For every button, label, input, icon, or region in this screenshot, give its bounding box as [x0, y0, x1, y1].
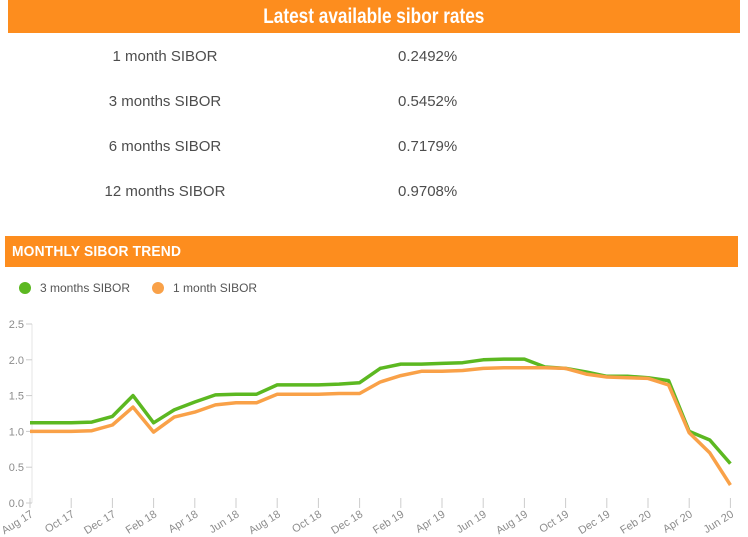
svg-text:Dec 18: Dec 18 — [329, 508, 365, 537]
legend-label: 3 months SIBOR — [40, 281, 131, 295]
svg-text:Oct 18: Oct 18 — [290, 508, 324, 535]
legend-item-3-months-sibor[interactable]: 3 months SIBOR — [19, 281, 130, 295]
rate-label-3m: 3 months SIBOR — [108, 93, 222, 110]
svg-text:0.0: 0.0 — [9, 498, 24, 510]
table-row: 12 months SIBOR 0.9708% — [0, 169, 748, 214]
rates-title: Latest available sibor rates — [263, 4, 485, 28]
rate-label-6m: 6 months SIBOR — [108, 138, 222, 155]
rate-value-12m: 0.9708% — [398, 183, 458, 200]
svg-text:Oct 17: Oct 17 — [43, 508, 77, 535]
svg-text:Apr 19: Apr 19 — [414, 508, 448, 535]
trend-header-bar: MONTHLY SIBOR TREND — [5, 236, 738, 267]
rate-label-1m: 1 month SIBOR — [112, 48, 218, 65]
legend-label: 1 month SIBOR — [173, 281, 258, 295]
table-row: 1 month SIBOR 0.2492% — [0, 34, 748, 79]
svg-text:Dec 17: Dec 17 — [82, 508, 118, 537]
chart-legend: 3 months SIBOR 1 month SIBOR — [19, 281, 257, 295]
rates-header-bar: Latest available sibor rates — [8, 0, 740, 33]
svg-text:Feb 18: Feb 18 — [124, 508, 159, 536]
table-row: 6 months SIBOR 0.7179% — [0, 124, 748, 169]
table-row: 3 months SIBOR 0.5452% — [0, 79, 748, 124]
svg-text:Feb 19: Feb 19 — [371, 508, 406, 536]
trend-title: MONTHLY SIBOR TREND — [12, 243, 182, 260]
svg-text:Jun 18: Jun 18 — [207, 508, 241, 536]
svg-text:Jun 19: Jun 19 — [454, 508, 488, 536]
svg-text:Feb 20: Feb 20 — [618, 508, 653, 536]
legend-dot-green-icon — [19, 282, 31, 294]
svg-text:Aug 18: Aug 18 — [247, 508, 283, 537]
svg-text:Oct 19: Oct 19 — [537, 508, 571, 535]
rate-value-1m: 0.2492% — [398, 48, 458, 65]
svg-text:Dec 19: Dec 19 — [576, 508, 612, 537]
rate-value-6m: 0.7179% — [398, 138, 458, 155]
svg-text:Jun 20: Jun 20 — [702, 508, 736, 536]
sibor-trend-line-chart: 0.0 0.5 1.0 1.5 2.0 2.5 Aug 17 Oct 17 Dec 17 Feb … — [0, 300, 748, 537]
svg-text:2.5: 2.5 — [9, 319, 24, 331]
svg-text:1.0: 1.0 — [9, 426, 24, 438]
legend-dot-orange-icon — [152, 282, 165, 294]
svg-text:Aug 19: Aug 19 — [494, 508, 530, 537]
svg-text:Apr 20: Apr 20 — [661, 508, 695, 535]
rate-label-12m: 12 months SIBOR — [104, 183, 226, 200]
svg-text:1.5: 1.5 — [9, 391, 24, 403]
legend-item-1-month-sibor[interactable]: 1 month SIBOR — [152, 281, 257, 295]
rate-value-3m: 0.5452% — [398, 93, 458, 110]
svg-text:Aug 17: Aug 17 — [0, 508, 36, 537]
svg-text:Apr 18: Apr 18 — [167, 508, 201, 535]
svg-text:0.5: 0.5 — [9, 462, 24, 474]
svg-text:2.0: 2.0 — [9, 355, 24, 367]
